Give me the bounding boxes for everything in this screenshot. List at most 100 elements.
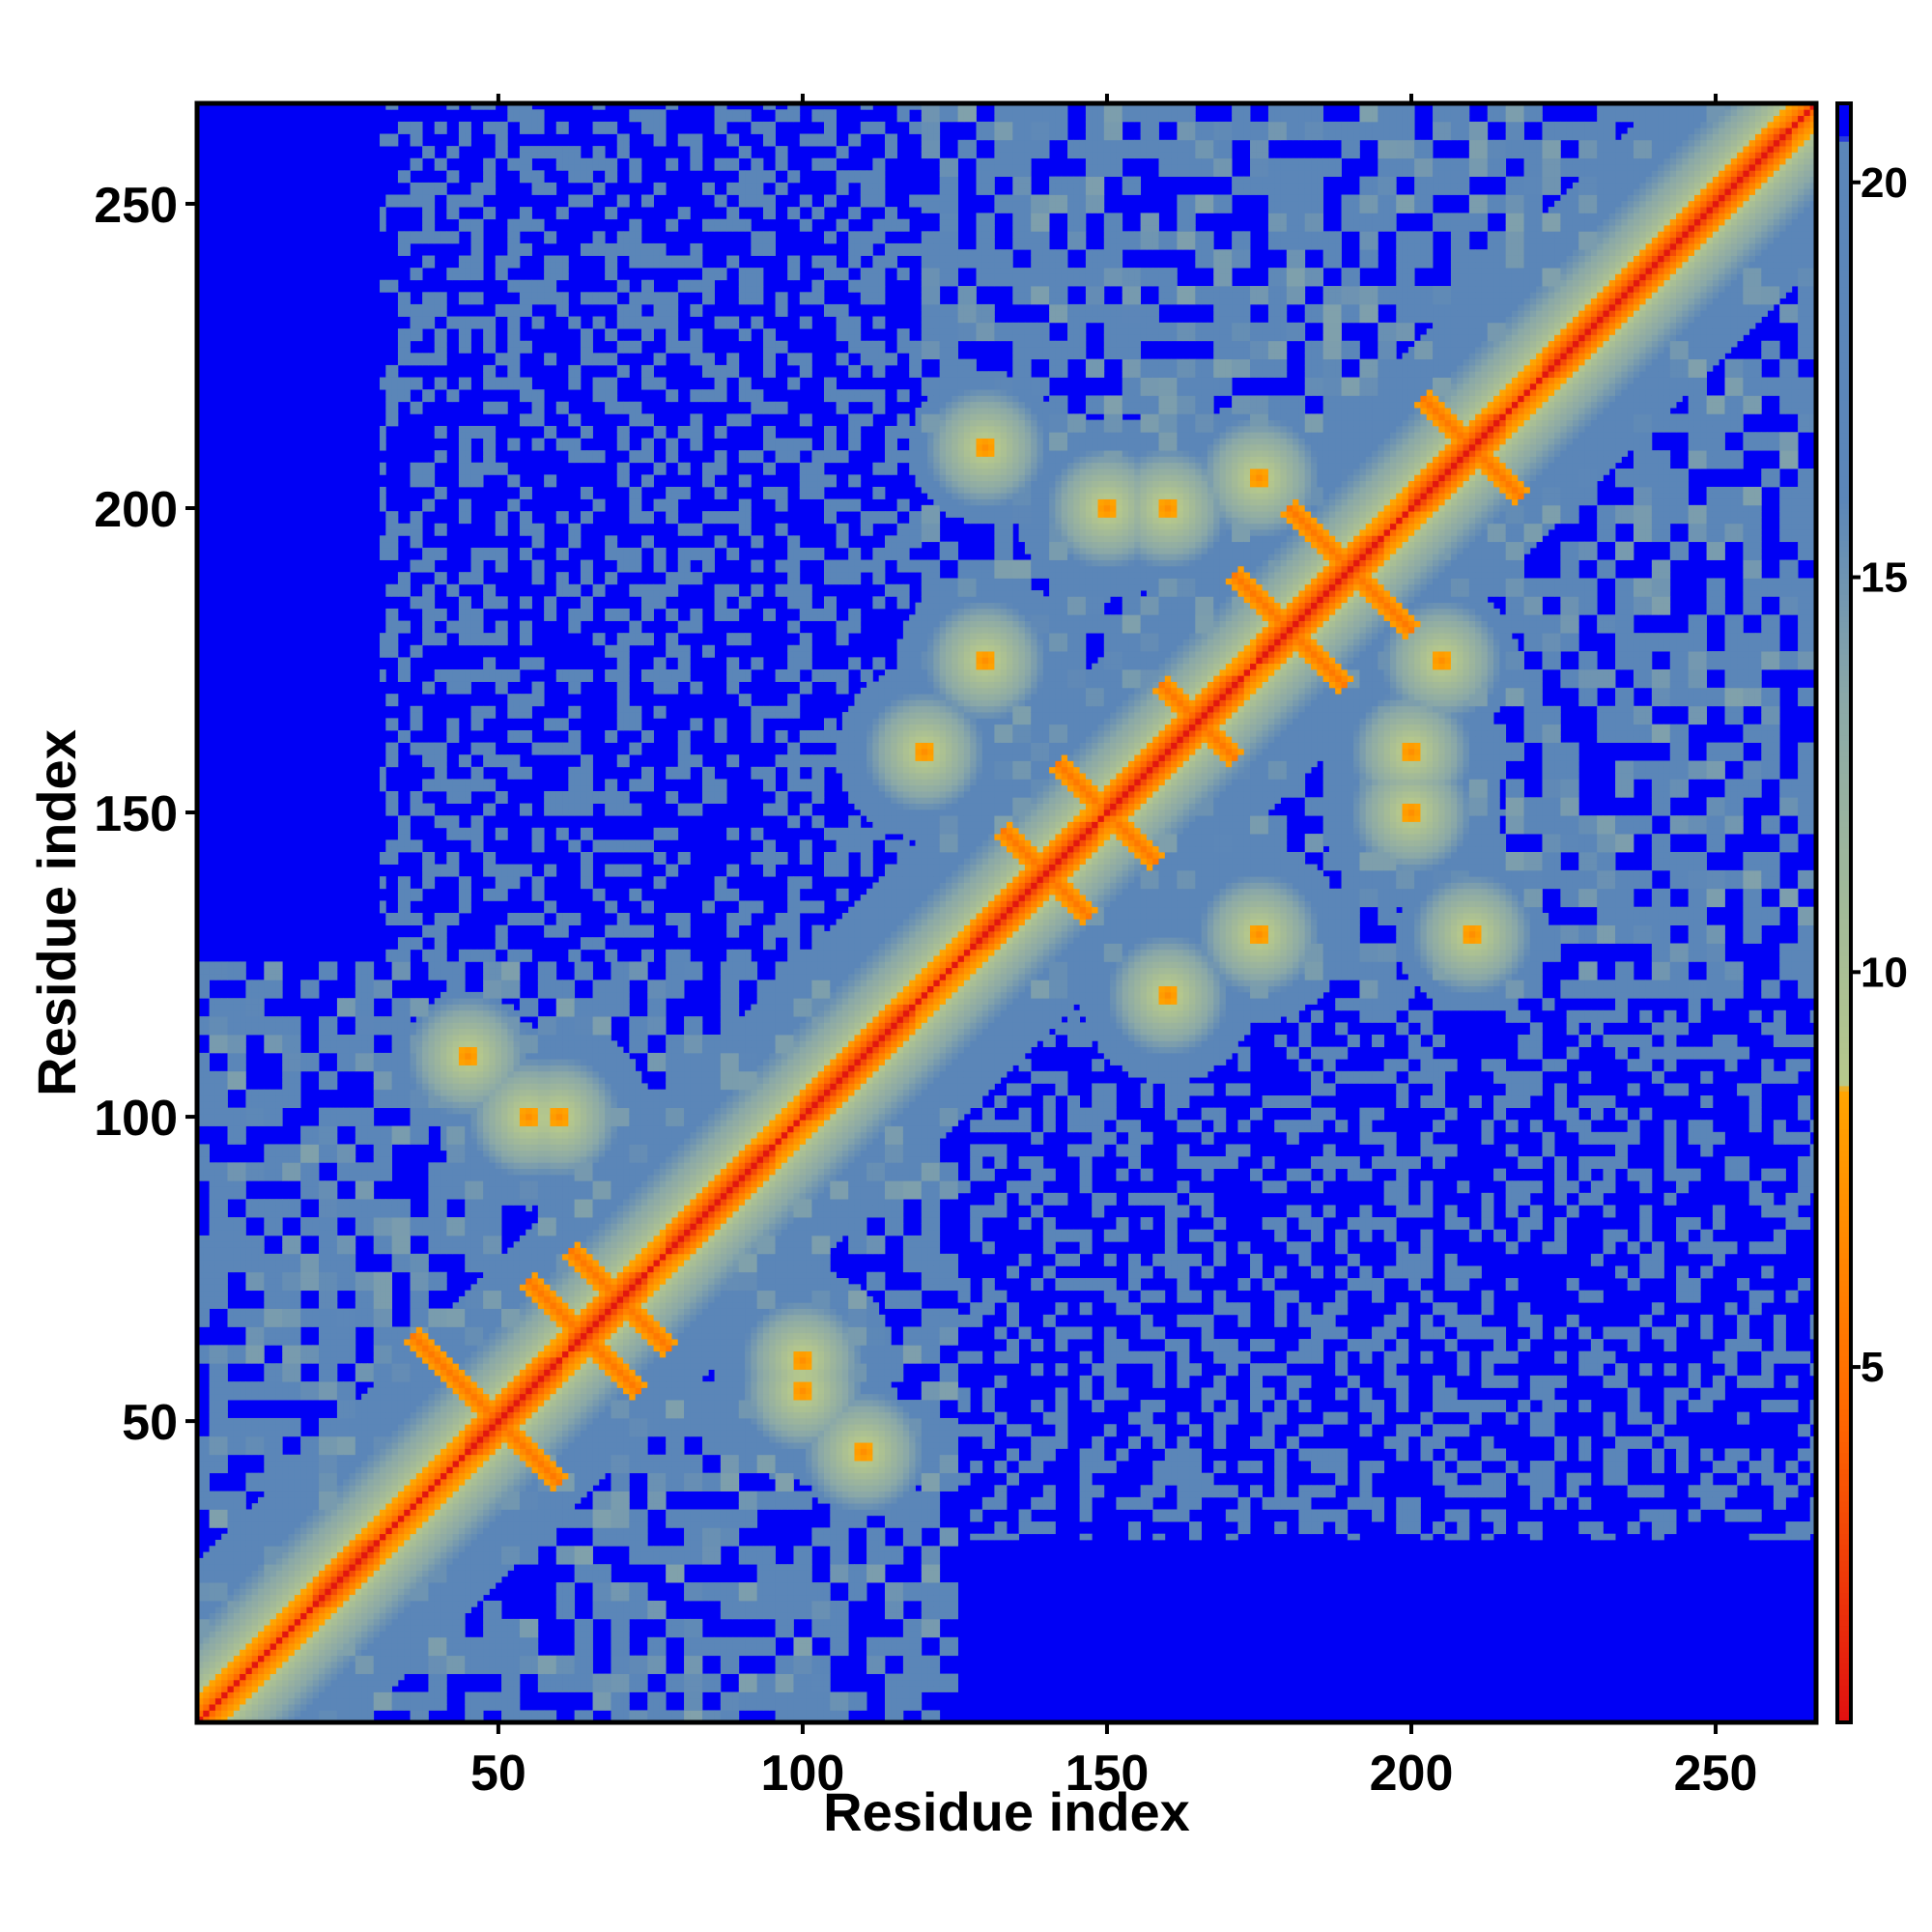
heatmap-cell [319, 1631, 326, 1638]
heatmap-cell [233, 1223, 241, 1231]
heatmap-cell [275, 1144, 283, 1151]
heatmap-cell [404, 1606, 411, 1613]
heatmap-cell [355, 1022, 362, 1030]
heatmap-cell [306, 1350, 314, 1358]
heatmap-cell [422, 1411, 429, 1419]
heatmap-cell [336, 1448, 344, 1456]
heatmap-cell [446, 1485, 454, 1492]
heatmap-cell [214, 1192, 222, 1200]
heatmap-cell [422, 1576, 429, 1583]
heatmap-cell [270, 1503, 277, 1510]
heatmap-cell [343, 1570, 350, 1577]
heatmap-cell [214, 1253, 222, 1261]
heatmap-cell [446, 1570, 454, 1577]
heatmap-cell [446, 1186, 454, 1194]
heatmap-cell [258, 1381, 265, 1388]
heatmap-cell [294, 1290, 301, 1297]
heatmap-cell [391, 1095, 399, 1102]
heatmap-cell [306, 1503, 314, 1510]
heatmap-cell [330, 1655, 338, 1662]
heatmap-cell [203, 967, 210, 975]
heatmap-cell [361, 1461, 368, 1467]
heatmap-cell [300, 1065, 307, 1072]
heatmap-cell [319, 1503, 326, 1510]
heatmap-cell [240, 1162, 246, 1170]
heatmap-cell [385, 1472, 393, 1480]
heatmap-cell [404, 888, 411, 895]
heatmap-cell [397, 303, 405, 311]
heatmap-cell [380, 1582, 386, 1589]
heatmap-cell [264, 1387, 271, 1395]
heatmap-cell [446, 1125, 454, 1133]
heatmap-cell [258, 1199, 265, 1206]
heatmap-cell [367, 1162, 375, 1170]
heatmap-cell [227, 1253, 235, 1261]
heatmap-cell [221, 1253, 228, 1261]
heatmap-cell [446, 1144, 454, 1151]
heatmap-cell [209, 1667, 216, 1674]
heatmap-cell [294, 1655, 301, 1662]
heatmap-cell [440, 961, 447, 969]
heatmap-cell [233, 1125, 241, 1133]
heatmap-cell [428, 1564, 436, 1571]
heatmap-cell [428, 1107, 436, 1115]
heatmap-cell [197, 1308, 204, 1316]
heatmap-cell [422, 1326, 429, 1334]
heatmap-cell [300, 1485, 307, 1492]
heatmap-cell [197, 1265, 204, 1273]
heatmap-cell [214, 1643, 222, 1650]
heatmap-cell [440, 182, 447, 189]
heatmap-cell [446, 395, 454, 403]
heatmap-cell [367, 1539, 375, 1547]
heatmap-cell [361, 1314, 368, 1321]
heatmap-cell [422, 1070, 429, 1078]
heatmap-cell [264, 1697, 271, 1705]
heatmap-cell [336, 1564, 344, 1571]
heatmap-cell [209, 1430, 216, 1437]
heatmap-cell [197, 1686, 204, 1692]
heatmap-cell [397, 1466, 405, 1474]
heatmap-cell [221, 1411, 228, 1419]
heatmap-cell [373, 1521, 381, 1528]
heatmap-cell [410, 1521, 417, 1528]
heatmap-cell [367, 1503, 375, 1510]
heatmap-cell [214, 1697, 222, 1705]
heatmap-cell [319, 1046, 326, 1054]
heatmap-cell [446, 583, 454, 591]
heatmap-cell [264, 1308, 271, 1316]
heatmap-cell [245, 1576, 253, 1583]
heatmap-cell [434, 1314, 441, 1321]
heatmap-cell [452, 1472, 460, 1480]
heatmap-cell [385, 1636, 393, 1644]
heatmap-cell [343, 1247, 350, 1255]
heatmap-cell [227, 1686, 235, 1692]
heatmap-cell [209, 1424, 216, 1431]
heatmap-cell [312, 1448, 320, 1456]
heatmap-cell [446, 1321, 454, 1327]
heatmap-cell [197, 1576, 204, 1583]
heatmap-cell [343, 1052, 350, 1060]
heatmap-cell [221, 1454, 228, 1462]
heatmap-cell [367, 1461, 375, 1467]
heatmap-cell [258, 1618, 265, 1626]
heatmap-cell [319, 1661, 326, 1668]
heatmap-cell [245, 1521, 253, 1528]
heatmap-cell [367, 1704, 375, 1711]
heatmap-cell [343, 1612, 350, 1620]
heatmap-cell [294, 1321, 301, 1327]
heatmap-cell [343, 1686, 350, 1692]
heatmap-cell [336, 1686, 344, 1692]
heatmap-cell [428, 1539, 436, 1547]
heatmap-cell [404, 1697, 411, 1705]
heatmap-cell [275, 1697, 283, 1705]
heatmap-cell [391, 1491, 399, 1498]
heatmap-cell [264, 1667, 271, 1674]
heatmap-cell [428, 583, 436, 591]
heatmap-cell [440, 1065, 447, 1072]
heatmap-cell [258, 1435, 265, 1443]
heatmap-cell [270, 1199, 277, 1206]
heatmap-cell [288, 1466, 296, 1474]
heatmap-cell [452, 827, 460, 835]
heatmap-cell [404, 353, 411, 360]
heatmap-cell [240, 1356, 246, 1364]
